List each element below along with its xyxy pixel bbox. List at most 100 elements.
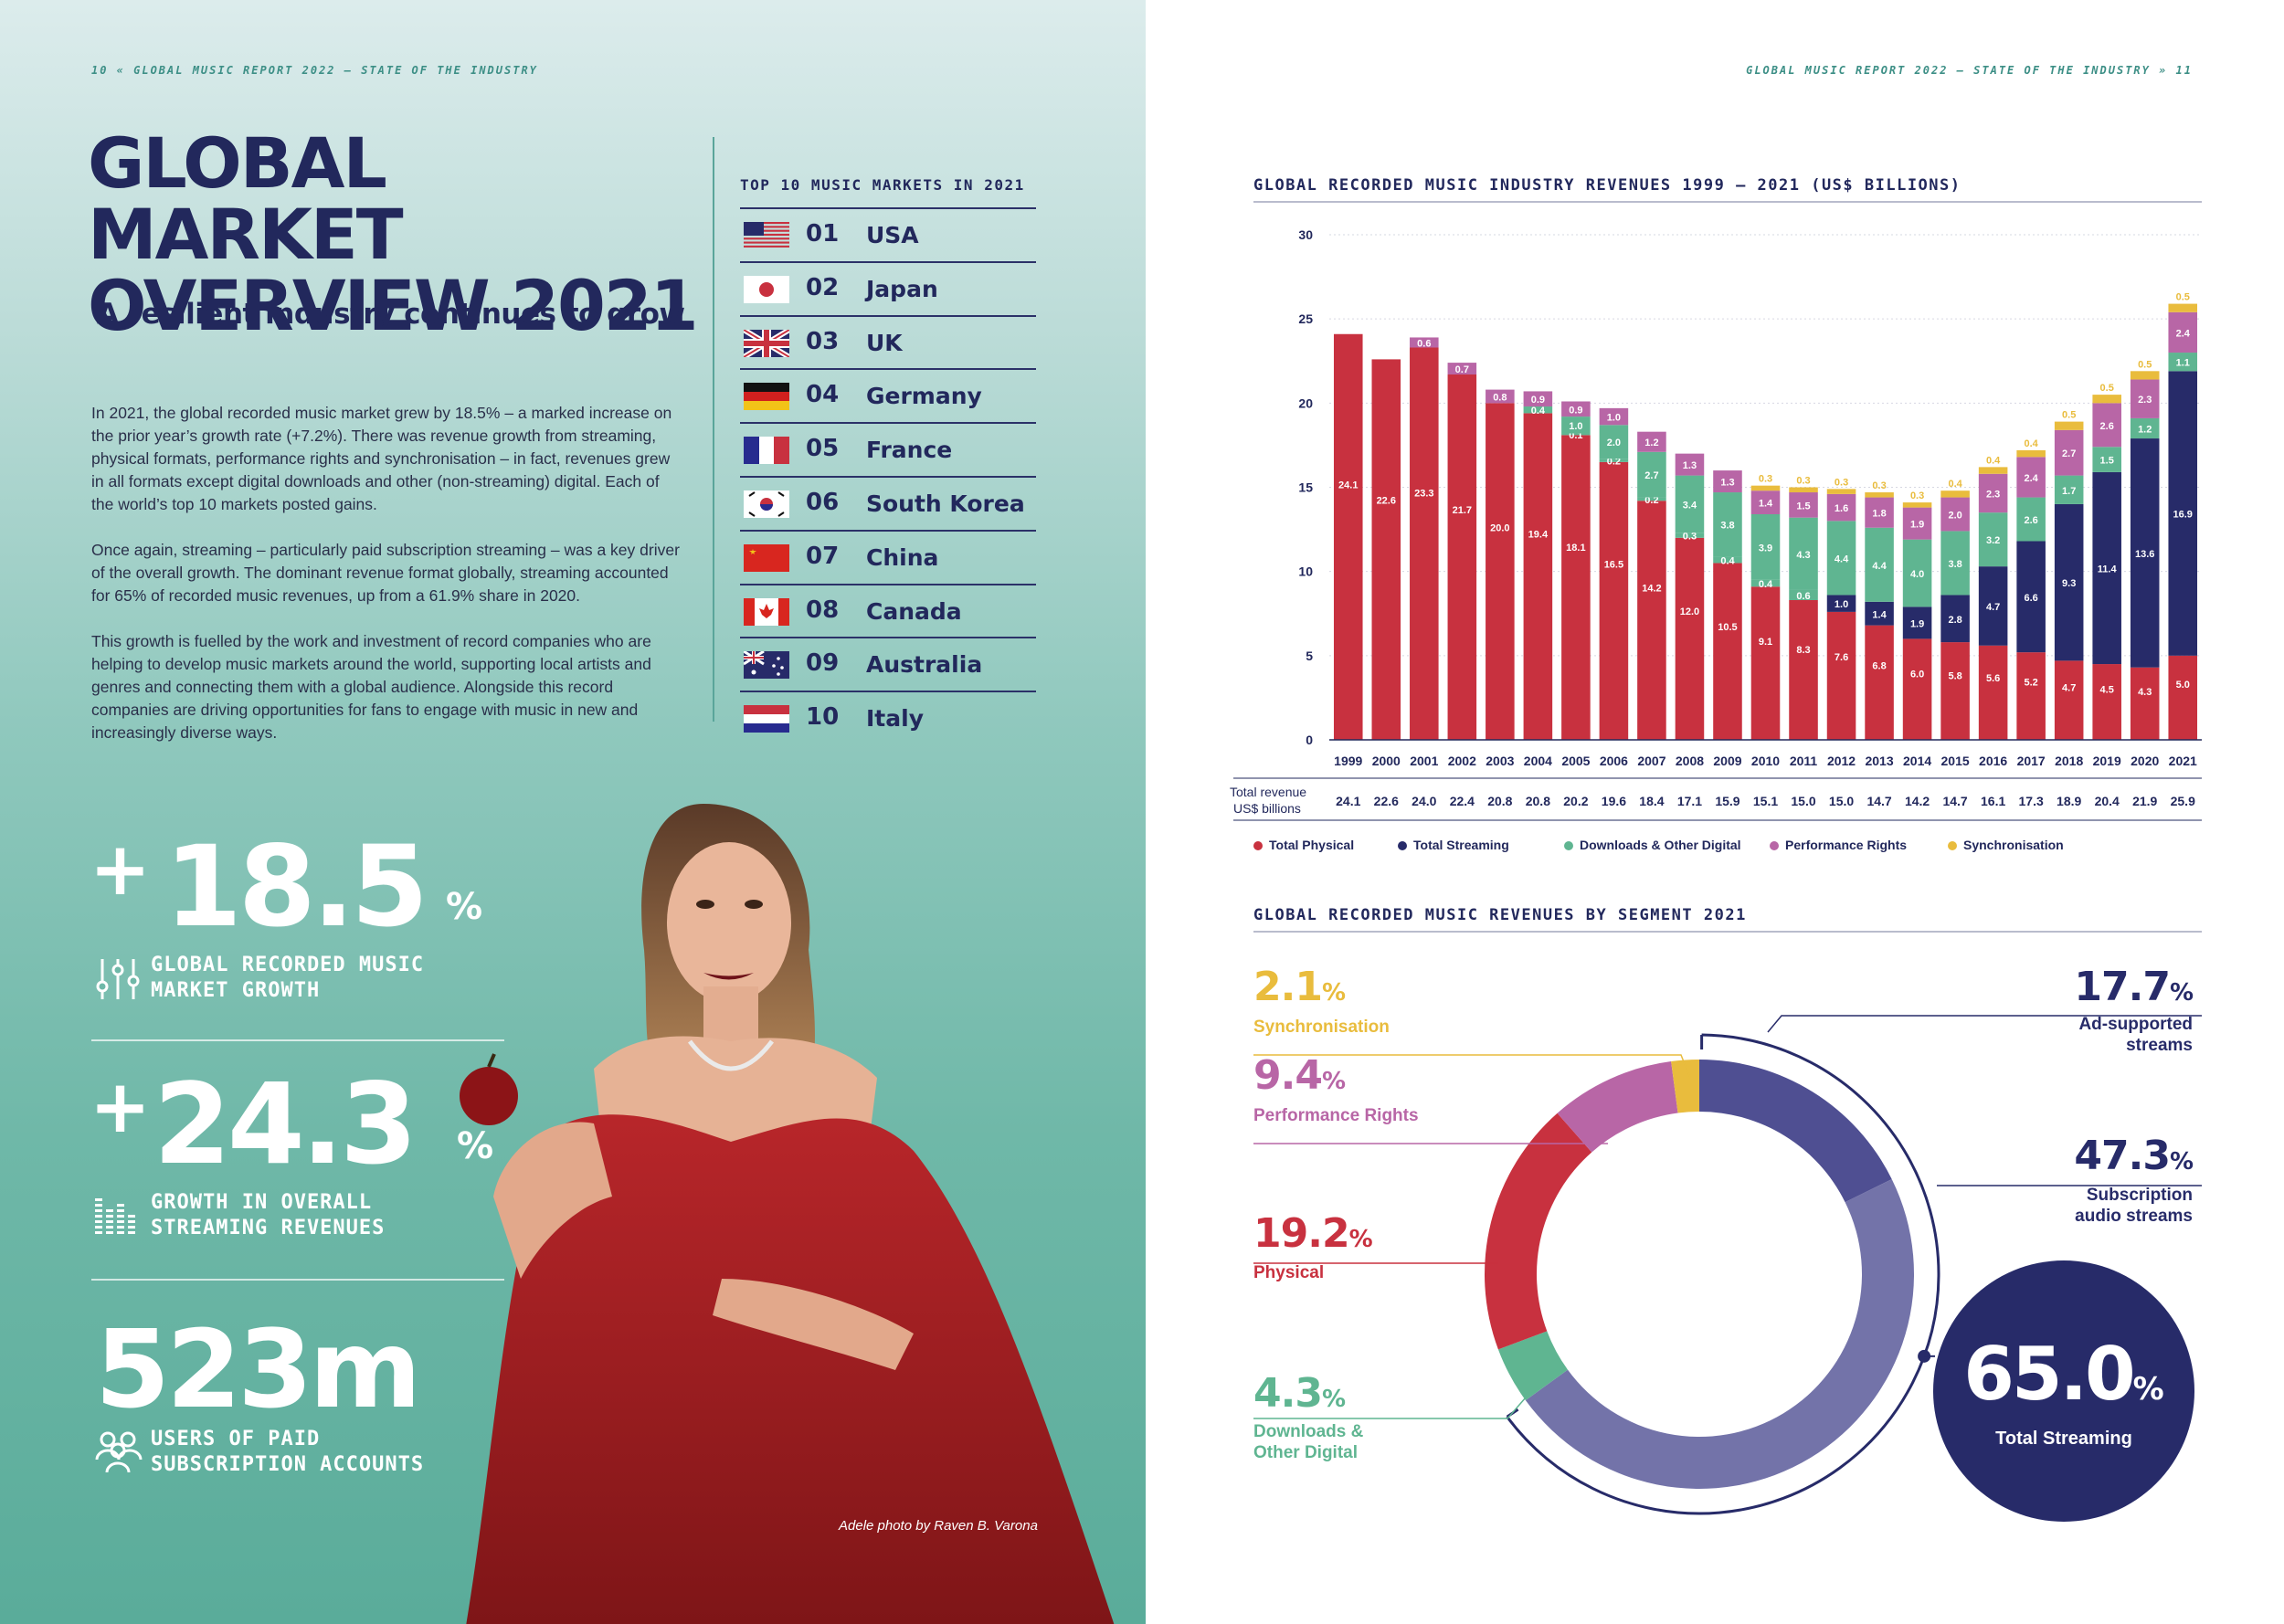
bar-segment xyxy=(1486,403,1515,740)
stat-suffix: % xyxy=(446,886,483,928)
bar-data-label: 4.4 xyxy=(1872,561,1887,572)
total-revenue-value: 20.8 xyxy=(1487,794,1512,808)
bar-data-label: 0.4 xyxy=(1986,455,2001,466)
bar-data-label: 0.4 xyxy=(1759,579,1773,590)
bar-data-label: 1.9 xyxy=(1910,618,1924,629)
legend-item: Downloads & Other Digital xyxy=(1564,838,1741,852)
x-tick-label: 2017 xyxy=(2017,754,2046,768)
bar-segment xyxy=(2054,475,2084,504)
bar-data-label: 23.3 xyxy=(1414,489,1433,500)
percent-sign: % xyxy=(2169,1148,2194,1176)
market-country: Canada xyxy=(866,597,962,625)
market-rank: 10 xyxy=(806,703,840,732)
bar-data-label: 2.4 xyxy=(2025,473,2039,484)
bar-segment xyxy=(1826,493,1856,522)
sub-label-line2: audio streams xyxy=(2075,1207,2193,1226)
page-title-line1: GLOBAL MARKET xyxy=(88,122,404,275)
donut-slice xyxy=(1497,1331,1568,1401)
bar-segment xyxy=(2130,371,2160,380)
y-tick-label: 25 xyxy=(1298,311,1313,326)
market-country: Japan xyxy=(866,275,938,302)
x-tick-label: 2018 xyxy=(2055,754,2083,768)
x-tick-label: 2014 xyxy=(1903,754,1931,768)
bar-segment xyxy=(1978,566,2008,646)
bar-segment xyxy=(1675,453,1705,476)
total-streaming-badge: 65.0% Total Streaming xyxy=(1933,1260,2194,1522)
bar-data-label: 5.2 xyxy=(2025,678,2038,689)
bar-data-label: 1.0 xyxy=(1569,421,1582,432)
adele-photo xyxy=(460,804,1115,1624)
bar-segment xyxy=(2130,417,2160,439)
bar-segment xyxy=(1447,363,1477,374)
downloads-label-line2: Other Digital xyxy=(1253,1443,1359,1462)
market-row: 09 Australia xyxy=(740,637,1036,690)
legend-swatch xyxy=(1253,841,1263,850)
bar-data-label: 5.6 xyxy=(1986,673,2000,684)
bar-data-label: 0.2 xyxy=(1607,457,1621,468)
divider xyxy=(91,1279,504,1281)
bar-data-label: 2.3 xyxy=(2138,395,2152,406)
sync-label: Synchronisation xyxy=(1253,1018,1390,1037)
bar-segment xyxy=(1599,425,1629,459)
total-revenue-header-line2: US$ billions xyxy=(1233,801,1301,816)
market-country: Germany xyxy=(866,383,982,410)
bar-segment xyxy=(1750,490,1781,514)
bar-data-label: 12.0 xyxy=(1680,606,1699,617)
ad-supported-label: Ad-supported streams xyxy=(2078,1014,2193,1056)
market-row: 06 South Korea xyxy=(740,476,1036,529)
market-rank: 04 xyxy=(806,381,840,409)
sub-pct-value: 47.3 xyxy=(2074,1133,2171,1179)
physical-percentage: 19.2% xyxy=(1253,1210,1373,1257)
total-revenue-value: 20.8 xyxy=(1526,794,1550,808)
total-revenue-value: 17.3 xyxy=(2019,794,2044,808)
y-tick-label: 30 xyxy=(1298,227,1313,242)
total-revenue-value: 18.4 xyxy=(1639,794,1664,808)
bar-data-label: 1.2 xyxy=(2138,424,2152,435)
bar-segment xyxy=(1902,502,1932,508)
bar-segment xyxy=(1902,638,1932,740)
bar-data-label: 0.5 xyxy=(2100,383,2114,394)
bar-chart-title: GLOBAL RECORDED MUSIC INDUSTRY REVENUES … xyxy=(1253,176,1961,195)
bar-segment xyxy=(2092,471,2121,665)
bar-data-label: 11.4 xyxy=(2098,564,2118,575)
total-revenue-value: 18.9 xyxy=(2057,794,2081,808)
total-revenue-value: 20.2 xyxy=(1563,794,1588,808)
germany-flag-icon xyxy=(744,383,789,411)
bar-data-label: 2.3 xyxy=(1986,489,2000,500)
bar-data-label: 2.6 xyxy=(2100,421,2114,432)
bar-segment xyxy=(2016,457,2046,498)
bar-segment xyxy=(1865,601,1894,626)
legend-label: Performance Rights xyxy=(1785,838,1908,852)
x-tick-label: 2006 xyxy=(1600,754,1628,768)
physical-label: Physical xyxy=(1253,1263,1325,1282)
stat-label: GROWTH IN OVERALL STREAMING REVENUES xyxy=(151,1190,385,1241)
south-korea-flag-icon xyxy=(744,490,789,518)
bar-data-label: 1.0 xyxy=(1835,599,1848,610)
bar-segment xyxy=(1713,563,1742,740)
y-tick-label: 15 xyxy=(1298,480,1313,495)
bar-data-label: 16.5 xyxy=(1604,559,1623,570)
ad-supported-percentage: 17.7% xyxy=(2074,964,2194,1010)
bar-segment xyxy=(1637,501,1666,740)
x-tick-label: 2013 xyxy=(1865,754,1893,768)
x-tick-label: 2007 xyxy=(1637,754,1665,768)
users-icon xyxy=(95,1431,143,1473)
bar-segment xyxy=(2016,652,2046,740)
photo-credit: Adele photo by Raven B. Varona xyxy=(839,1518,1038,1534)
bar-segment xyxy=(2016,541,2046,653)
total-revenue-value: 22.6 xyxy=(1374,794,1399,808)
stat-prefix: + xyxy=(90,827,152,912)
usa-flag-icon xyxy=(744,222,789,248)
legend-item: Synchronisation xyxy=(1948,838,2064,852)
bar-data-label: 1.9 xyxy=(1910,520,1924,531)
bar-segment xyxy=(2092,447,2121,472)
bar-data-label: 4.7 xyxy=(1986,602,2000,613)
bar-data-label: 2.4 xyxy=(2176,328,2191,339)
legend-swatch xyxy=(1948,841,1957,850)
market-row: 07 China xyxy=(740,529,1036,583)
bar-segment xyxy=(1599,407,1629,426)
bar-data-label: 7.6 xyxy=(1835,652,1848,663)
y-tick-label: 20 xyxy=(1298,395,1313,410)
market-country: Italy xyxy=(866,705,924,733)
bar-segment xyxy=(2092,664,2121,740)
